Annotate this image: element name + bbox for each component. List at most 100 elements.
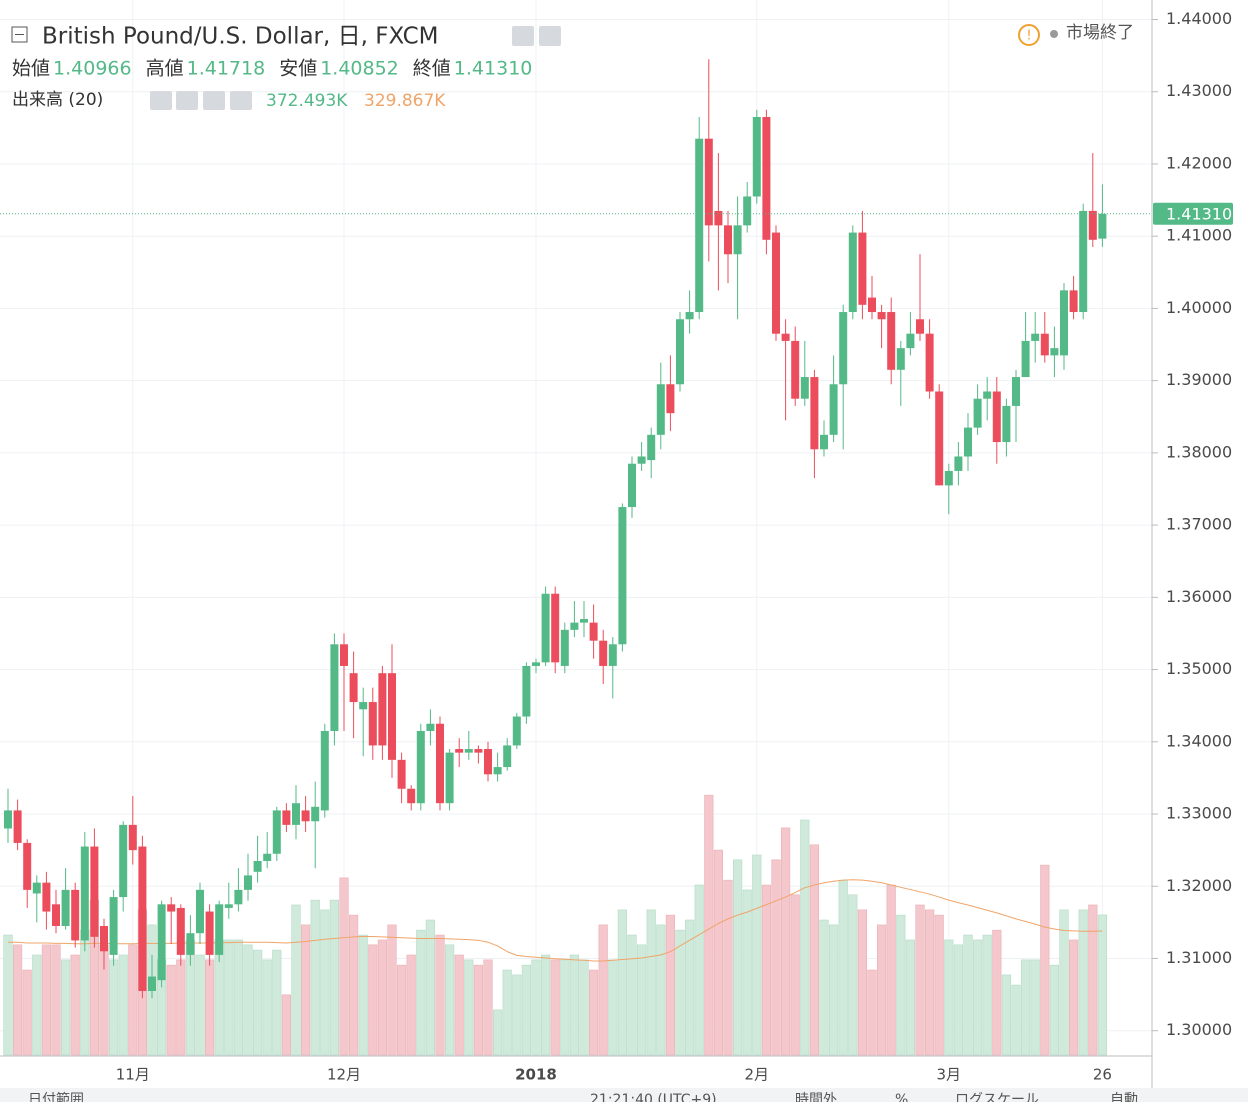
candle-body — [608, 644, 617, 666]
volume-bar — [387, 924, 397, 1056]
candle-body — [570, 622, 579, 630]
candle-body — [877, 312, 886, 320]
volume-bar — [598, 924, 608, 1056]
toolbar-items: 日付範囲 21:21:40 (UTC+9) 時間外% ログスケール 自動 — [28, 1091, 1138, 1102]
x-tick-label: 26 — [1093, 1066, 1112, 1084]
volume-bar — [694, 884, 704, 1056]
candle-body — [512, 716, 521, 746]
y-tick-label: 1.35000 — [1166, 659, 1232, 678]
candle-body — [407, 788, 416, 804]
candle-body — [810, 377, 819, 450]
candle-body — [205, 911, 214, 955]
toolbar-item[interactable]: 自動 — [1110, 1092, 1138, 1102]
candle-body — [637, 456, 646, 464]
volume-bar — [1040, 864, 1050, 1056]
eye-button[interactable] — [150, 91, 172, 110]
volume-bar — [857, 909, 867, 1056]
volume-bar — [243, 944, 253, 1056]
last-price-badge — [1153, 202, 1233, 225]
eye-button[interactable] — [512, 26, 534, 46]
candle-body — [1079, 210, 1088, 313]
settings-button[interactable] — [176, 91, 198, 110]
candle-body — [282, 810, 291, 825]
candle-body — [157, 904, 166, 981]
volume-title: 出来高 (20) — [12, 90, 103, 110]
candle-body — [196, 889, 204, 934]
candle-body — [656, 384, 665, 435]
candle-body — [90, 846, 99, 937]
candle-body — [1098, 213, 1107, 239]
candle-body — [23, 842, 32, 890]
volume-bar — [550, 959, 560, 1056]
volume-bar — [195, 954, 205, 1056]
volume-bar — [109, 959, 119, 1056]
volume-value: 372.493K — [266, 91, 348, 111]
candle-body — [752, 117, 761, 197]
volume-bar — [828, 924, 839, 1056]
y-tick-label: 1.37000 — [1166, 515, 1232, 534]
candle-body — [781, 333, 790, 341]
candle-body — [397, 759, 406, 789]
candle-body — [320, 730, 329, 811]
toolbar-item[interactable]: % — [895, 1092, 908, 1102]
toolbar-item[interactable]: 日付範囲 — [28, 1091, 84, 1102]
candle-body — [119, 824, 128, 898]
settings-button[interactable] — [539, 26, 561, 46]
volume-bar — [205, 959, 215, 1056]
candle-body — [829, 384, 838, 435]
volume-bar — [1001, 974, 1011, 1056]
candle-body — [263, 853, 272, 861]
volume-bar — [1078, 909, 1088, 1056]
toolbar-item[interactable]: ログスケール — [955, 1092, 1039, 1102]
volume-bar — [41, 944, 51, 1056]
volume-bar — [1049, 964, 1059, 1056]
toolbar-item[interactable]: 21:21:40 (UTC+9) — [590, 1092, 717, 1102]
volume-bar — [953, 944, 963, 1056]
candle-body — [906, 333, 915, 349]
volume-bar — [924, 909, 935, 1056]
volume-bar — [560, 959, 570, 1056]
volume-bar — [656, 924, 666, 1056]
y-tick-label: 1.31000 — [1166, 948, 1232, 967]
chart-title: British Pound/U.S. Dollar, 日, FXCM — [42, 24, 438, 50]
candle-body — [455, 749, 464, 753]
collapse-icon[interactable] — [11, 26, 28, 43]
candle-body — [599, 640, 608, 666]
volume-bar — [32, 954, 42, 1056]
x-tick-label: 2月 — [745, 1066, 770, 1084]
candle-body — [676, 319, 684, 385]
volume-bar — [982, 934, 992, 1056]
volume-bar — [780, 827, 791, 1056]
y-tick-label: 1.42000 — [1166, 153, 1232, 172]
candle-body — [983, 391, 992, 399]
candle-body — [868, 297, 876, 313]
y-tick-label: 1.44000 — [1166, 9, 1232, 28]
x-tick-label: 11月 — [116, 1066, 150, 1084]
candle-body — [253, 860, 262, 872]
volume-bar — [992, 929, 1002, 1056]
candle-body — [311, 806, 320, 822]
candle-body — [1021, 340, 1030, 378]
candle-body — [42, 882, 51, 912]
volume-bar — [176, 959, 186, 1056]
toolbar-item[interactable]: 時間外 — [795, 1092, 837, 1102]
candle-body — [493, 767, 502, 775]
candle-body — [532, 662, 540, 666]
candle-body — [484, 749, 492, 775]
volume-bar — [800, 819, 810, 1056]
y-tick-label: 1.32000 — [1166, 876, 1232, 895]
add-button[interactable] — [203, 91, 225, 110]
volume-bar — [233, 939, 244, 1056]
candle-body — [503, 745, 512, 768]
candle-body — [887, 312, 896, 370]
volume-bar — [915, 904, 925, 1056]
volume-bar — [723, 879, 733, 1056]
volume-bar — [742, 889, 752, 1056]
remove-button[interactable] — [230, 91, 252, 110]
candle-body — [964, 427, 972, 457]
candle-body — [167, 904, 176, 912]
legend-value: 1.40852 — [320, 58, 399, 80]
legend-value: 1.40966 — [53, 58, 132, 80]
candle-body — [743, 196, 752, 226]
